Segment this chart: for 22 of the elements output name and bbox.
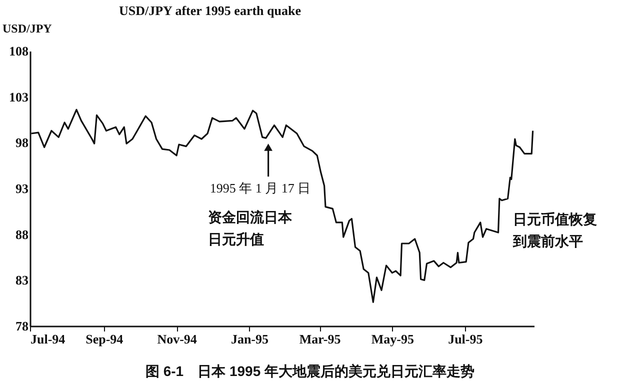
annotation: 1995 年 1 月 17 日 [210,180,311,196]
y-tick-label: 93 [16,181,29,196]
annotation: 到震前水平 [512,233,583,249]
x-tick-label: May-95 [371,332,415,346]
y-tick-label: 78 [16,318,29,334]
x-tick-label: Jan-95 [230,332,270,346]
chart-title: USD/JPY after 1995 earth quake [119,3,302,18]
x-tick-label: Jul-94 [30,332,66,346]
annotation: 日元升值 [208,231,264,247]
annotation: 日元币值恢复 [513,211,597,227]
x-tick-label: Nov-94 [157,332,198,346]
y-tick-label: 98 [16,135,29,150]
annotation: 资金回流日本 [208,209,293,225]
x-tick-label: Sep-94 [86,332,124,346]
caption: 图 6-1 日本 1995 年大地震后的美元兑日元汇率走势 [145,363,475,379]
y-axis-title: USD/JPY [2,22,52,36]
y-tick-label: 83 [16,272,29,288]
y-tick-label: 103 [9,89,29,104]
x-tick-label: Mar-95 [299,332,342,346]
y-tick-label: 88 [16,226,29,242]
x-tick-label: Jul-95 [448,332,484,346]
y-tick-label: 108 [9,44,29,58]
